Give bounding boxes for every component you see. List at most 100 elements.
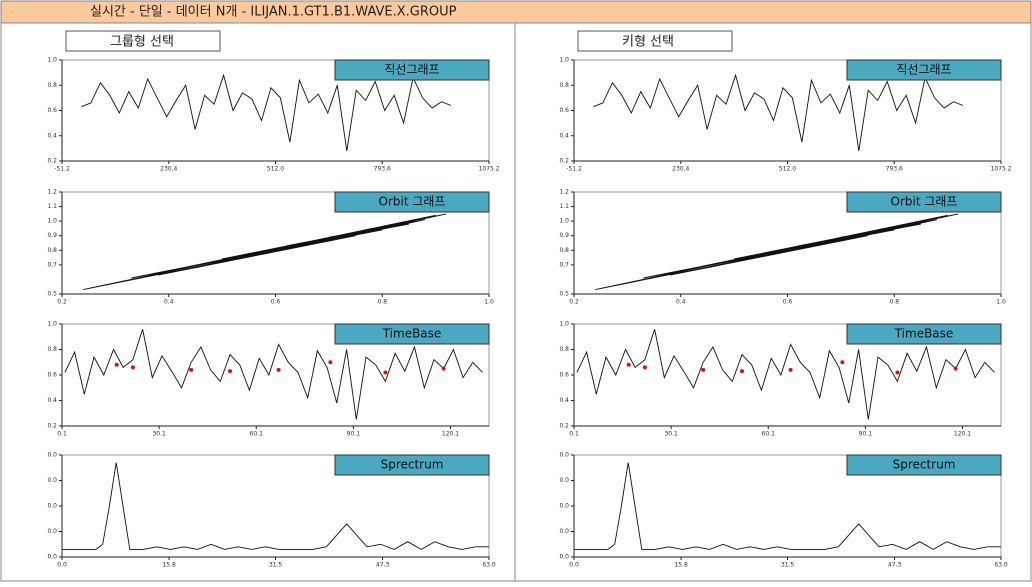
y-tick-label: 0.7 [47,261,57,268]
x-tick-label: 0.6 [783,299,793,306]
x-tick-label: -51.2 [566,166,582,173]
x-tick-label: 0.8 [889,299,899,306]
marker-point [788,367,793,372]
x-tick-label: 120.1 [442,431,459,438]
y-tick-label: 1.2 [47,189,57,196]
y-tick-label: 1.0 [47,218,57,225]
x-tick-label: 0.2 [57,299,67,306]
x-tick-label: 1075.2 [991,166,1012,173]
y-tick-label: 0.6 [47,372,57,379]
marker-point [228,369,233,374]
chart-title: TimeBase [382,327,442,341]
selector-box[interactable] [65,30,221,52]
x-tick-label: 30.1 [664,431,678,438]
marker-point [701,367,706,372]
chart-title: 직선그래프 [384,63,439,77]
y-tick-label: 0.7 [559,261,569,268]
chart-title: TimeBase [894,327,954,341]
selector-box[interactable] [577,30,733,52]
selector-label: 키형 선택 [622,35,674,50]
data-line [81,73,452,151]
x-tick-label: 0.1 [57,431,67,438]
selector-label: 그룹형 선택 [110,35,174,50]
y-tick-label: 0.4 [559,132,569,139]
y-tick-label: 0.8 [559,82,569,89]
y-tick-label: 0.6 [559,107,569,114]
chart-title: Orbit 그래프 [379,195,446,209]
y-tick-label: 1.0 [47,321,57,328]
x-tick-label: 47.3 [888,562,902,569]
x-tick-label: 60.1 [762,431,776,438]
x-tick-label: 0.1 [569,431,579,438]
y-tick-label: 0.4 [47,132,57,139]
x-tick-label: 793.6 [374,166,391,173]
y-tick-label: 0.8 [47,346,57,353]
data-line [64,328,483,420]
y-tick-label: 0.2 [47,423,57,430]
y-tick-label: 0.8 [47,82,57,89]
x-tick-label: 15.8 [162,562,176,569]
y-tick-label: 0.9 [559,232,569,239]
y-tick-label: 0.8 [559,247,569,254]
x-tick-label: 1075.2 [479,166,500,173]
x-tick-label: 0.4 [676,299,686,306]
chart-title: Sprectrum [381,458,444,472]
x-tick-label: 30.1 [152,431,166,438]
y-tick-label: 0.0 [559,452,569,459]
y-tick-label: 0.0 [47,503,57,510]
marker-point [189,367,194,372]
chart-title: 직선그래프 [896,63,951,77]
x-tick-label: -51.2 [54,166,70,173]
header-bar [0,0,1032,24]
marker-point [953,366,958,371]
chart-title: Orbit 그래프 [891,195,958,209]
x-tick-label: 90.1 [347,431,361,438]
x-tick-label: 230.4 [160,166,177,173]
y-tick-label: 0.5 [47,291,57,298]
marker-point [114,362,119,367]
y-tick-label: 1.1 [47,203,57,210]
y-tick-label: 0.5 [559,291,569,298]
y-tick-label: 0.4 [47,397,57,404]
x-tick-label: 793.6 [886,166,903,173]
x-tick-label: 31.5 [781,562,795,569]
x-tick-label: 1.0 [996,299,1006,306]
x-tick-label: 90.1 [859,431,873,438]
chart-title-box [846,323,1002,345]
y-tick-label: 0.6 [47,107,57,114]
marker-point [642,365,647,370]
x-tick-label: 512.0 [779,166,796,173]
y-tick-label: 0.0 [559,477,569,484]
x-tick-label: 63.0 [994,562,1008,569]
y-tick-label: 0.0 [47,554,57,561]
marker-point [441,366,446,371]
x-tick-label: 0.0 [569,562,579,569]
x-tick-label: 0.0 [57,562,67,569]
x-tick-label: 230.4 [672,166,689,173]
y-tick-label: 0.9 [47,232,57,239]
marker-point [130,365,135,370]
y-tick-label: 1.1 [559,203,569,210]
y-tick-label: 0.0 [47,477,57,484]
y-tick-label: 0.0 [559,554,569,561]
x-tick-label: 1.0 [484,299,494,306]
x-tick-label: 60.1 [250,431,264,438]
chart-title-box [846,59,1002,81]
data-line [593,73,964,151]
y-tick-label: 1.0 [559,321,569,328]
y-tick-label: 0.2 [47,158,57,165]
y-tick-label: 0.8 [47,247,57,254]
marker-point [895,370,900,375]
x-tick-label: 31.5 [269,562,283,569]
y-tick-label: 0.0 [559,528,569,535]
x-tick-label: 0.8 [377,299,387,306]
orbit-path [595,213,959,291]
x-tick-label: 512.0 [267,166,284,173]
y-tick-label: 0.0 [47,528,57,535]
marker-point [383,370,388,375]
chart-title-box [846,454,1002,476]
marker-point [276,367,281,372]
x-tick-label: 0.2 [569,299,579,306]
marker-point [840,360,845,365]
